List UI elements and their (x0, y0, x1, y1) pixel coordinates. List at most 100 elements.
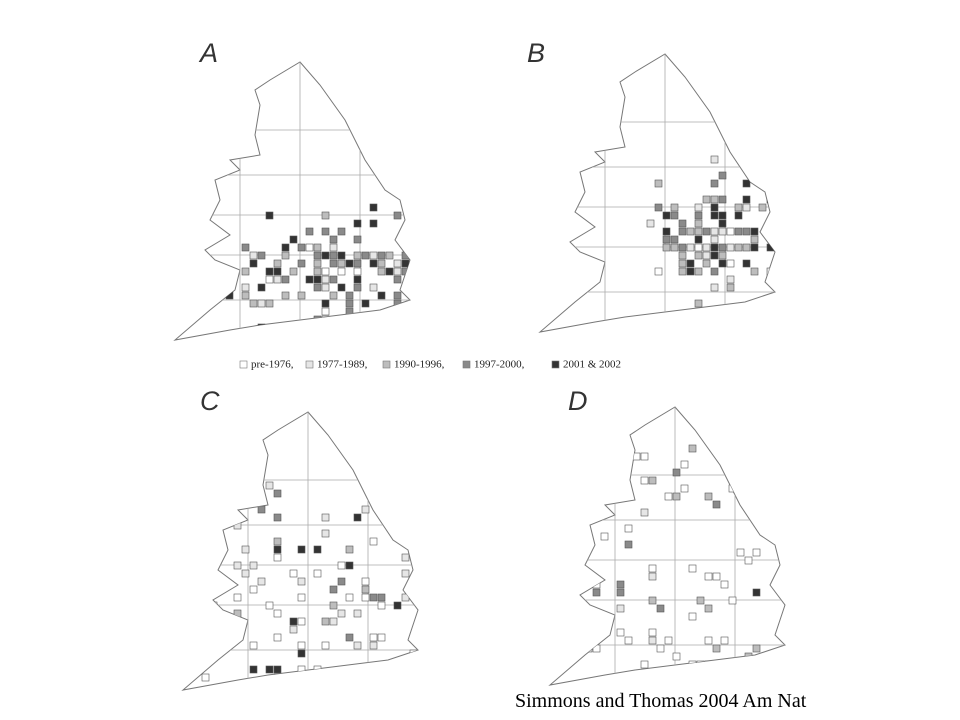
record-square (718, 219, 727, 228)
record-square (369, 593, 378, 602)
record-square (688, 564, 697, 573)
record-square (640, 508, 649, 517)
record-square (321, 513, 330, 522)
record-square (337, 251, 346, 260)
record-square (361, 585, 370, 594)
record-square (393, 331, 402, 340)
record-square (702, 227, 711, 236)
record-square (718, 211, 727, 220)
record-square (193, 609, 202, 618)
record-square (409, 267, 410, 276)
record-square (321, 529, 330, 538)
record-square (393, 601, 402, 610)
record-square (726, 275, 735, 284)
record-square (426, 530, 433, 537)
record-square (345, 299, 354, 308)
record-square (712, 500, 721, 509)
record-square (345, 545, 354, 554)
record-square (710, 155, 719, 164)
record-square (418, 228, 425, 235)
record-square (694, 299, 703, 308)
record-square (720, 636, 729, 645)
record-square (726, 227, 735, 236)
record-square (353, 219, 362, 228)
record-square (329, 291, 338, 300)
record-square (648, 628, 657, 637)
record-square (401, 307, 410, 316)
record-square (321, 251, 330, 260)
record-square (369, 259, 378, 268)
record-square (321, 299, 330, 308)
record-square (217, 577, 226, 586)
record-square (233, 561, 242, 570)
record-square (201, 673, 210, 682)
record-square (648, 476, 657, 485)
record-square (624, 676, 633, 685)
record-square (265, 211, 274, 220)
record-square (378, 698, 385, 705)
record-square (265, 481, 274, 490)
record-square (297, 291, 306, 300)
record-square (688, 444, 697, 453)
record-square (321, 641, 330, 650)
record-square (734, 243, 743, 252)
panel-label: B (527, 38, 545, 68)
map (539, 53, 790, 333)
record-square (361, 505, 370, 514)
record-square (592, 508, 601, 517)
record-square (710, 179, 719, 188)
record-square (728, 484, 737, 493)
record-square (297, 641, 306, 650)
record-square (678, 259, 687, 268)
record-square (353, 283, 362, 292)
record-square (744, 556, 753, 565)
record-square (289, 617, 298, 626)
record-square (758, 203, 767, 212)
panel-label: D (568, 386, 588, 416)
record-square (233, 593, 242, 602)
record-square (329, 243, 338, 252)
map (174, 61, 425, 341)
record-square (353, 641, 362, 650)
record-square (329, 673, 338, 682)
record-square (592, 588, 601, 597)
record-square (201, 505, 210, 514)
record-square (694, 203, 703, 212)
record-square (686, 267, 695, 276)
record-square (552, 484, 561, 493)
record-square (710, 251, 719, 260)
legend: pre-1976, 1977-1989, 1990-1996, 1997-2000, 2… (239, 359, 621, 371)
record-square (718, 227, 727, 236)
map-outline (174, 61, 411, 341)
record-square (265, 665, 274, 674)
record-square (576, 420, 585, 429)
record-square (281, 291, 290, 300)
record-square (710, 267, 719, 276)
record-square (712, 572, 721, 581)
record-square (768, 508, 777, 517)
record-square (313, 315, 322, 324)
record-square (297, 259, 306, 268)
record-square (624, 524, 633, 533)
record-square (201, 577, 210, 586)
record-square (624, 540, 633, 549)
record-square (624, 636, 633, 645)
record-square (289, 267, 298, 276)
record-square (702, 259, 711, 268)
record-square (369, 537, 378, 546)
record-square (273, 673, 282, 682)
record-square (718, 195, 727, 204)
record-square (273, 545, 282, 554)
record-square (600, 532, 609, 541)
record-square (766, 243, 775, 252)
record-square (257, 299, 266, 308)
record-square (704, 660, 713, 669)
record-square (552, 516, 561, 525)
record-square (329, 585, 338, 594)
record-square (297, 617, 306, 626)
record-square (734, 203, 743, 212)
panel-label: A (198, 38, 218, 68)
record-square (783, 236, 790, 243)
record-square (313, 243, 322, 252)
record-square (369, 633, 378, 642)
